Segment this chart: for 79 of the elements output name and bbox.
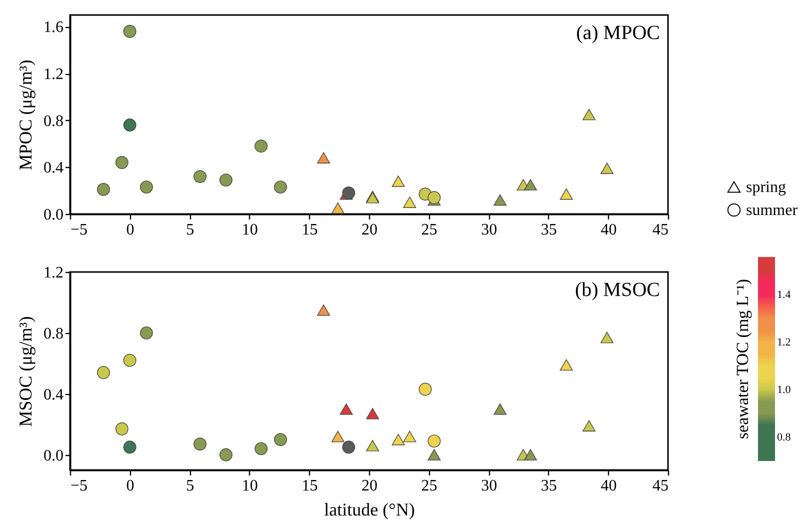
point (366, 408, 380, 420)
point (418, 382, 432, 396)
point (274, 433, 287, 446)
text: summer (746, 202, 798, 219)
point (403, 430, 416, 442)
color-bar-label: 1.4 (777, 288, 792, 301)
point (600, 162, 614, 174)
y-tick-label: 0.0 (44, 206, 64, 224)
point (560, 359, 573, 371)
point (219, 174, 232, 187)
y-tick-label: 1.2 (44, 264, 64, 282)
point (340, 403, 353, 415)
point (123, 24, 136, 38)
point (194, 170, 206, 184)
y-tick-label: 1.2 (44, 66, 64, 84)
point (342, 440, 356, 454)
x-tick-label: 10 (242, 478, 258, 494)
point (342, 186, 356, 200)
color-bar-title: seawater TOC (mg L⁻¹) (733, 278, 752, 440)
y-axis-title: MSOC (μg/m³) (16, 316, 36, 427)
x-tick-label: 40 (600, 222, 617, 238)
point (560, 188, 573, 200)
color-bar-label: 1.2 (777, 336, 791, 348)
point (366, 440, 380, 452)
y-axis-title: MPOC (μg/m³) (16, 60, 36, 170)
point (392, 176, 405, 187)
annotation: (b) MSOC (574, 279, 660, 301)
x-tick-label: −5 (70, 478, 88, 494)
x-tick-label: 30 (481, 478, 498, 494)
point (140, 326, 153, 340)
point (317, 304, 330, 316)
x-tick-label: 25 (421, 222, 438, 238)
point (392, 434, 405, 446)
point (115, 156, 128, 169)
y-tick-label: 1.6 (44, 19, 64, 36)
x-tick-label: 40 (600, 478, 617, 494)
color-bar-label: 1.0 (777, 384, 792, 396)
x-tick-label: 15 (302, 222, 318, 238)
x-tick-label: 5 (186, 222, 194, 238)
x-tick-label: 15 (302, 478, 318, 494)
text: spring (746, 179, 786, 196)
x-tick-label: 0 (126, 222, 134, 238)
x-tick-label: 35 (540, 478, 557, 494)
point (600, 332, 614, 344)
point (254, 140, 268, 153)
point (317, 152, 330, 164)
y-tick-label: 0.8 (44, 325, 64, 342)
point (582, 108, 596, 120)
point (403, 196, 416, 208)
x-tick-label: 0 (126, 478, 134, 494)
point (194, 438, 206, 451)
point (582, 420, 596, 432)
point (331, 202, 344, 214)
point (123, 118, 136, 132)
point (254, 442, 268, 456)
x-tick-label: 45 (652, 478, 668, 494)
x-tick-label: 20 (362, 222, 378, 238)
x-axis-title: latitude (°N) (324, 500, 415, 520)
x-tick-label: 45 (652, 222, 668, 238)
y-tick-label: 0.4 (44, 386, 64, 404)
x-tick-label: 35 (540, 222, 557, 238)
point (219, 448, 232, 462)
x-tick-label: 20 (362, 478, 378, 494)
annotation: (a) MPOC (576, 22, 660, 44)
point (274, 180, 287, 194)
y-tick-label: 0.4 (44, 160, 64, 177)
point (428, 434, 441, 448)
x-tick-label: 5 (186, 478, 194, 494)
x-tick-label: 10 (242, 222, 258, 238)
color-bar-label: 0.8 (777, 431, 792, 444)
y-tick-label: 0.8 (44, 112, 64, 130)
point (331, 430, 344, 442)
y-tick-label: 0.0 (44, 447, 64, 464)
x-tick-label: −5 (70, 222, 88, 238)
point (97, 182, 110, 196)
point (140, 180, 153, 194)
x-tick-label: 25 (421, 478, 438, 494)
x-tick-label: 30 (481, 222, 498, 238)
point (123, 440, 136, 454)
